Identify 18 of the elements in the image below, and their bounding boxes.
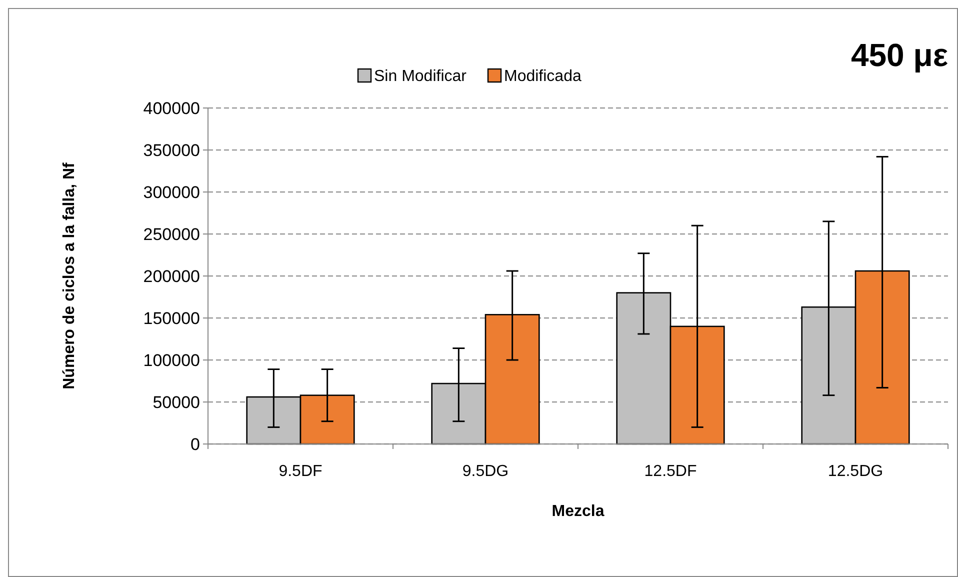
legend-label: Sin Modificar <box>374 68 468 85</box>
x-axis-title: Mezcla <box>552 503 604 520</box>
y-tick-label: 100000 <box>143 350 200 370</box>
y-tick-label: 150000 <box>143 308 200 328</box>
x-tick-label: 9.5DG <box>462 463 509 480</box>
legend-label: Modificada <box>504 68 582 85</box>
x-tick-label: 12.5DG <box>828 463 884 480</box>
y-tick-label: 300000 <box>143 182 200 202</box>
x-tick-label: 9.5DF <box>278 463 323 480</box>
y-tick-label: 200000 <box>143 266 200 286</box>
y-tick-label: 0 <box>190 434 200 454</box>
y-tick-label: 250000 <box>143 224 200 244</box>
y-tick-label: 400000 <box>143 98 200 118</box>
y-tick-label: 350000 <box>143 140 200 160</box>
text: 450 με <box>850 37 948 73</box>
y-tick-label: 50000 <box>152 392 200 412</box>
y-axis-title: Número de ciclos a la falla, Nf <box>61 162 78 390</box>
x-tick-label: 12.5DF <box>644 463 697 480</box>
